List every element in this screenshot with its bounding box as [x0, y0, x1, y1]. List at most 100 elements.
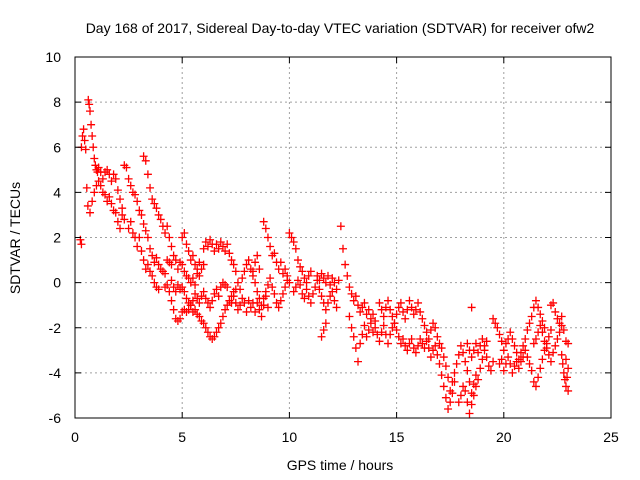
data-point — [356, 339, 365, 348]
data-point — [527, 312, 536, 321]
data-point — [206, 235, 215, 244]
data-point — [285, 278, 294, 287]
data-point — [103, 197, 112, 206]
data-point — [360, 298, 369, 307]
data-point — [516, 348, 525, 357]
data-point — [218, 312, 227, 321]
data-point — [347, 289, 356, 298]
data-point — [85, 100, 94, 109]
data-point — [300, 294, 309, 303]
data-point — [103, 165, 112, 174]
data-point — [388, 323, 397, 332]
data-point — [238, 274, 247, 283]
data-point — [422, 328, 431, 337]
data-point — [182, 294, 191, 303]
data-point — [300, 274, 309, 283]
data-point — [186, 301, 195, 310]
data-point — [141, 156, 150, 165]
data-point — [255, 265, 264, 274]
data-point — [109, 170, 118, 179]
data-point — [276, 258, 285, 267]
data-point — [527, 366, 536, 375]
data-point — [201, 238, 210, 247]
data-point — [210, 247, 219, 256]
data-point — [420, 321, 429, 330]
data-point — [499, 366, 508, 375]
data-point — [558, 359, 567, 368]
data-point — [135, 206, 144, 215]
data-point — [461, 357, 470, 366]
data-point — [557, 312, 566, 321]
data-point — [493, 323, 502, 332]
data-point — [223, 240, 232, 249]
data-point — [86, 208, 95, 217]
data-point — [521, 335, 530, 344]
data-point — [248, 267, 257, 276]
data-point — [148, 251, 157, 260]
data-point — [506, 328, 515, 337]
data-point — [416, 307, 425, 316]
data-point — [137, 247, 146, 256]
data-point — [206, 303, 215, 312]
data-point — [304, 271, 313, 280]
data-point — [497, 355, 506, 364]
data-point — [81, 145, 90, 154]
data-point — [116, 195, 125, 204]
data-point — [150, 278, 159, 287]
data-point — [525, 319, 534, 328]
data-point — [111, 208, 120, 217]
data-point — [375, 337, 384, 346]
data-point — [544, 350, 553, 359]
data-point — [214, 323, 223, 332]
data-point — [407, 303, 416, 312]
axis-ticks — [74, 56, 612, 419]
data-point — [369, 310, 378, 319]
data-point — [176, 314, 185, 323]
data-point — [495, 330, 504, 339]
data-point — [231, 298, 240, 307]
data-point — [546, 326, 555, 335]
data-point — [396, 298, 405, 307]
data-point — [326, 280, 335, 289]
data-point — [304, 292, 313, 301]
data-point — [394, 303, 403, 312]
data-point — [444, 404, 453, 413]
data-point — [384, 339, 393, 348]
data-point — [167, 296, 176, 305]
data-point — [94, 163, 103, 172]
data-point — [330, 296, 339, 305]
data-point — [131, 190, 140, 199]
data-point — [180, 287, 189, 296]
data-point — [83, 201, 92, 210]
data-point — [386, 330, 395, 339]
data-point — [281, 283, 290, 292]
data-point — [229, 260, 238, 269]
data-point — [553, 314, 562, 323]
data-point — [411, 348, 420, 357]
data-point — [323, 271, 332, 280]
data-point — [96, 181, 105, 190]
data-point — [182, 240, 191, 249]
data-point — [276, 296, 285, 305]
data-point — [379, 321, 388, 330]
data-point — [444, 373, 453, 382]
data-point — [354, 301, 363, 310]
data-point — [489, 314, 498, 323]
data-point — [424, 344, 433, 353]
data-point — [386, 305, 395, 314]
data-point — [510, 362, 519, 371]
data-point — [506, 359, 515, 368]
data-point — [377, 305, 386, 314]
data-point — [431, 341, 440, 350]
data-point — [218, 242, 227, 251]
data-point — [332, 303, 341, 312]
data-point — [79, 125, 88, 134]
data-point — [463, 339, 472, 348]
data-point — [448, 377, 457, 386]
y-tick-label: -4 — [49, 365, 62, 381]
data-point — [195, 271, 204, 280]
data-point — [476, 364, 485, 373]
data-point — [334, 276, 343, 285]
data-point — [478, 335, 487, 344]
data-point — [536, 364, 545, 373]
